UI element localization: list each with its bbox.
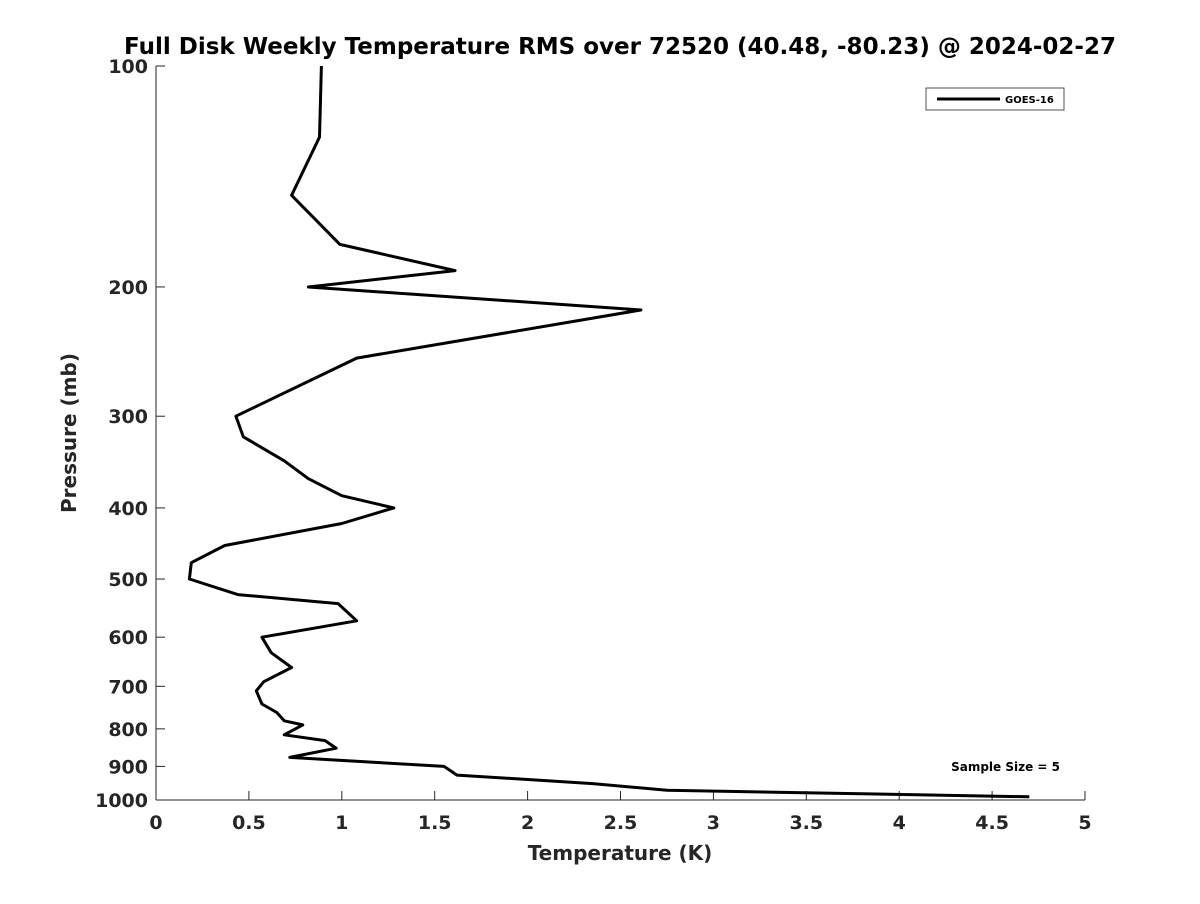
x-tick-label: 3.5	[789, 812, 823, 834]
y-tick-label: 400	[108, 498, 148, 520]
y-tick-label: 800	[108, 719, 148, 741]
series-line-goes-16	[187, 65, 1030, 799]
y-tick-label: 500	[108, 569, 148, 591]
legend-label-goes-16: GOES-16	[1005, 95, 1054, 106]
y-tick-label: 300	[108, 406, 148, 428]
x-tick-label: 5	[1078, 812, 1091, 834]
series-layer	[187, 65, 1030, 799]
y-tick-label: 200	[108, 277, 148, 299]
legend: GOES-16	[925, 87, 1065, 111]
x-tick-label: 4.5	[975, 812, 1009, 834]
y-tick-label: 600	[108, 627, 148, 649]
y-tick-label: 100	[108, 56, 148, 78]
x-tick-label: 3	[707, 812, 720, 834]
y-tick-label: 700	[108, 676, 148, 698]
x-tick-label: 0.5	[232, 812, 266, 834]
x-tick-label: 0	[149, 812, 162, 834]
x-axis-label: Temperature (K)	[528, 841, 713, 865]
x-tick-label: 1	[335, 812, 348, 834]
y-tick-label: 900	[108, 756, 148, 778]
axes: 0 0.5 1 1.5 2 2.5 3 3.5 4 4.5 5 100 200 300 400 500 600 7…	[95, 56, 1092, 834]
y-tick-label: 1000	[95, 790, 148, 812]
x-tick-label: 4	[893, 812, 906, 834]
sample-size-annotation: Sample Size = 5	[951, 760, 1060, 774]
x-tick-label: 1.5	[418, 812, 452, 834]
x-tick-label: 2	[521, 812, 534, 834]
chart-title: Full Disk Weekly Temperature RMS over 72…	[124, 34, 1116, 60]
y-axis-label: Pressure (mb)	[57, 353, 81, 513]
x-tick-label: 2.5	[604, 812, 638, 834]
